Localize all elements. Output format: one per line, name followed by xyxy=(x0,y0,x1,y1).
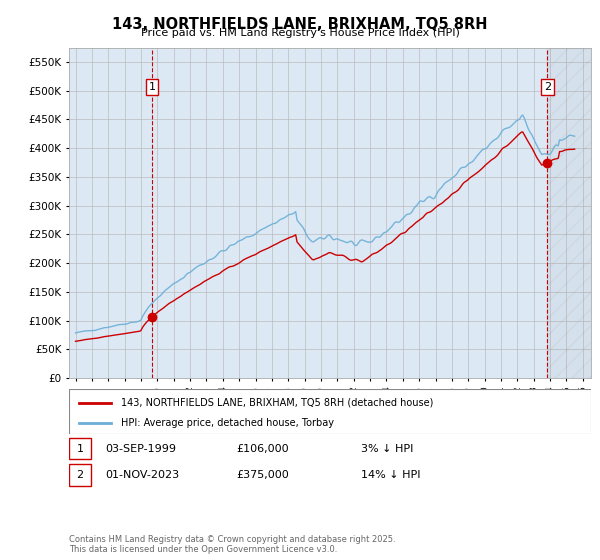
Text: 14% ↓ HPI: 14% ↓ HPI xyxy=(361,470,421,480)
Text: HPI: Average price, detached house, Torbay: HPI: Average price, detached house, Torb… xyxy=(121,418,334,428)
Text: 143, NORTHFIELDS LANE, BRIXHAM, TQ5 8RH (detached house): 143, NORTHFIELDS LANE, BRIXHAM, TQ5 8RH … xyxy=(121,398,434,408)
Text: 1: 1 xyxy=(76,444,83,454)
Text: £106,000: £106,000 xyxy=(236,444,289,454)
Text: £375,000: £375,000 xyxy=(236,470,289,480)
Text: 03-SEP-1999: 03-SEP-1999 xyxy=(106,444,176,454)
Bar xyxy=(69,464,91,486)
Text: 143, NORTHFIELDS LANE, BRIXHAM, TQ5 8RH: 143, NORTHFIELDS LANE, BRIXHAM, TQ5 8RH xyxy=(112,17,488,32)
Text: 3% ↓ HPI: 3% ↓ HPI xyxy=(361,444,413,454)
Text: Contains HM Land Registry data © Crown copyright and database right 2025.
This d: Contains HM Land Registry data © Crown c… xyxy=(69,535,395,554)
Text: 01-NOV-2023: 01-NOV-2023 xyxy=(106,470,179,480)
Bar xyxy=(547,48,591,378)
Text: 1: 1 xyxy=(148,82,155,92)
Text: Price paid vs. HM Land Registry's House Price Index (HPI): Price paid vs. HM Land Registry's House … xyxy=(140,28,460,38)
Text: 2: 2 xyxy=(544,82,551,92)
Text: 2: 2 xyxy=(76,470,83,480)
Bar xyxy=(69,438,91,459)
